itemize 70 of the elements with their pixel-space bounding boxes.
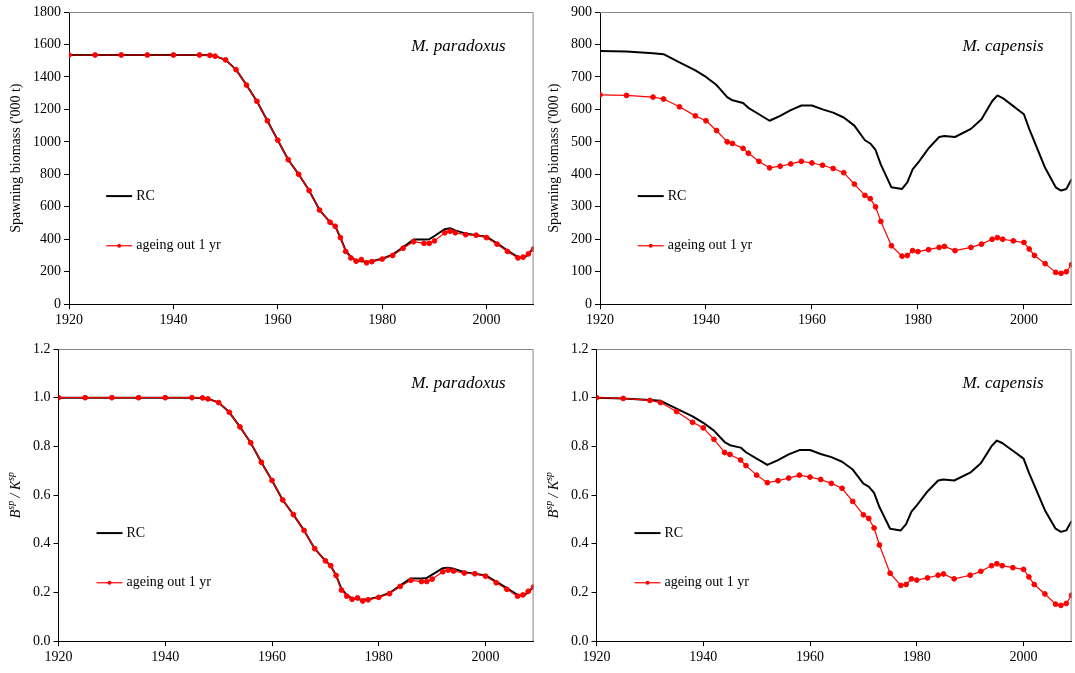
y-tick-label: 0.0 (571, 632, 589, 648)
y-axis-title: Bsp / Ksp (542, 471, 561, 519)
annotation: M. paradoxus (410, 36, 506, 56)
y-tick-label: 0.8 (571, 438, 589, 454)
y-tick-label: 0 (585, 295, 592, 311)
y-tick-label: 500 (571, 133, 592, 149)
annotation: M. capensis (961, 373, 1044, 393)
legend-label: RC (664, 524, 684, 540)
x-tick-label: 1940 (151, 649, 180, 665)
y-tick-label: 1.0 (571, 389, 589, 405)
y-tick-label: 200 (571, 230, 592, 246)
y-tick-label: 400 (40, 230, 61, 246)
y-tick-label: 1000 (33, 133, 61, 149)
y-tick-label: 1600 (33, 36, 61, 52)
x-tick-label: 1940 (689, 649, 718, 665)
legend-label: ageing out 1 yr (136, 237, 221, 253)
x-tick-label: 2000 (471, 649, 500, 665)
y-tick-label: 1.2 (33, 340, 51, 356)
y-tick-label: 800 (40, 166, 61, 182)
x-tick-label: 2000 (1009, 649, 1038, 665)
legend-label: RC (667, 187, 687, 203)
x-tick-label: 1920 (582, 649, 611, 665)
y-tick-label: 800 (571, 36, 592, 52)
x-tick-label: 1980 (902, 649, 931, 665)
x-tick-label: 1960 (796, 649, 825, 665)
x-tick-label: 1920 (44, 649, 73, 665)
x-tick-label: 1960 (263, 312, 292, 328)
y-tick-label: 1.2 (571, 340, 589, 356)
y-tick-label: 0.2 (571, 584, 589, 600)
y-tick-label: 700 (571, 68, 592, 84)
annotation: M. paradoxus (410, 373, 506, 393)
y-axis-title: Bsp / Ksp (4, 471, 23, 519)
x-tick-label: 1980 (368, 312, 397, 328)
y-tick-label: 1.0 (33, 389, 51, 405)
y-tick-label: 900 (571, 3, 592, 19)
y-tick-label: 300 (571, 198, 592, 214)
y-tick-label: 1400 (33, 68, 61, 84)
x-tick-label: 1940 (691, 312, 720, 328)
y-tick-label: 100 (571, 263, 592, 279)
y-tick-label: 0.4 (571, 535, 589, 551)
y-tick-label: 0.8 (33, 438, 51, 454)
legend-label: ageing out 1 yr (664, 574, 750, 590)
y-tick-label: 600 (40, 198, 61, 214)
y-tick-label: 0 (54, 295, 61, 311)
legend-label: RC (126, 524, 146, 540)
y-tick-label: 0.6 (571, 486, 589, 502)
x-tick-label: 1980 (364, 649, 393, 665)
x-tick-label: 1920 (55, 312, 83, 328)
legend-label: RC (136, 187, 155, 203)
y-tick-label: 0.0 (33, 632, 51, 648)
x-tick-label: 2000 (1009, 312, 1038, 328)
y-tick-label: 0.4 (33, 535, 51, 551)
x-tick-label: 2000 (472, 312, 501, 328)
y-tick-label: 0.6 (33, 486, 51, 502)
y-tick-label: 600 (571, 101, 592, 117)
y-tick-label: 1800 (33, 3, 61, 19)
y-axis-title: Spawning biomass ('000 t) (7, 83, 24, 233)
x-tick-label: 1940 (159, 312, 188, 328)
y-tick-label: 0.2 (33, 584, 51, 600)
legend-label: ageing out 1 yr (667, 237, 753, 253)
x-tick-label: 1920 (586, 312, 614, 328)
y-tick-label: 1200 (33, 101, 61, 117)
legend-label: ageing out 1 yr (126, 574, 212, 590)
annotation: M. capensis (961, 36, 1044, 56)
x-tick-label: 1980 (903, 312, 932, 328)
y-tick-label: 200 (40, 263, 61, 279)
x-tick-label: 1960 (258, 649, 287, 665)
y-axis-title: Spawning biomass ('000 t) (545, 83, 562, 233)
x-tick-label: 1960 (797, 312, 826, 328)
y-tick-label: 400 (571, 166, 592, 182)
